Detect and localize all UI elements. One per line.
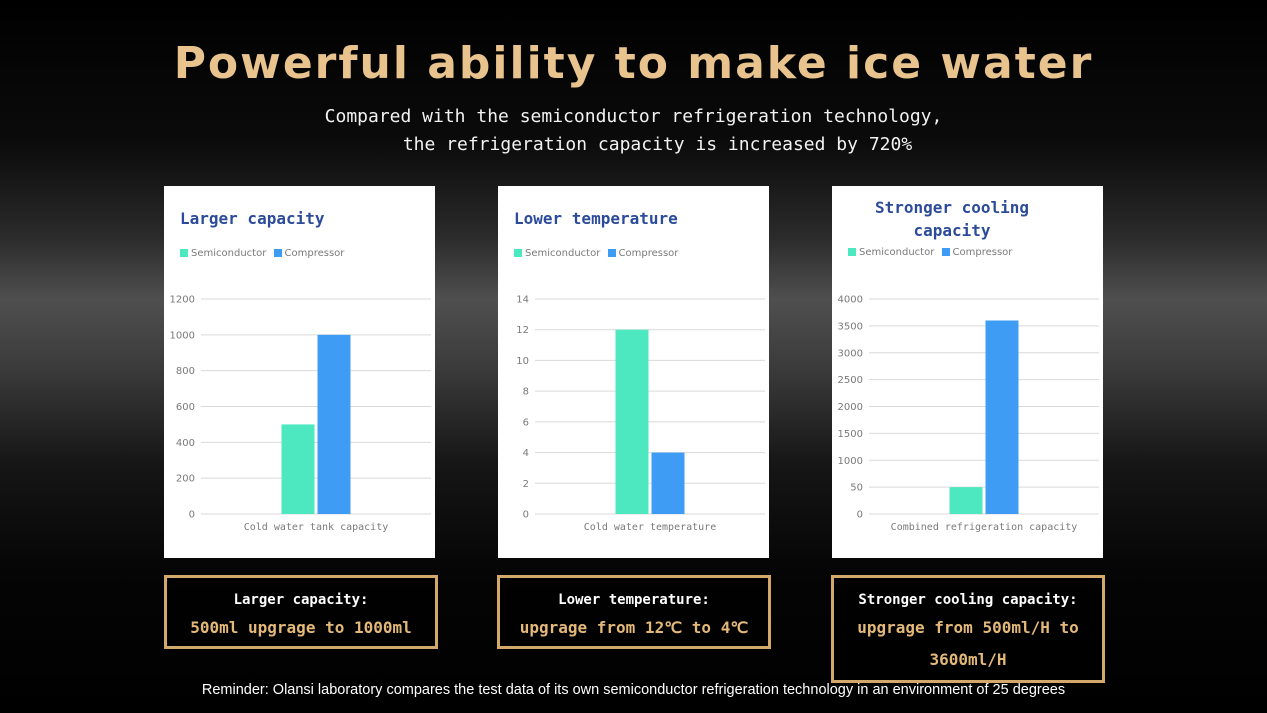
bar-compressor [651, 452, 685, 514]
chart-title: Larger capacity [180, 209, 325, 228]
legend-item-semiconductor: Semiconductor [514, 248, 600, 259]
chart-legend: Semiconductor Compressor [514, 248, 682, 259]
legend-swatch-semiconductor [514, 249, 522, 257]
y-tick-label: 4 [523, 448, 529, 459]
reminder-note: Reminder: Olansi laboratory compares the… [201, 682, 1066, 698]
legend-swatch-compressor [941, 248, 950, 256]
legend-label-semiconductor: Semiconductor [191, 248, 267, 259]
legend-swatch-compressor [607, 249, 616, 257]
chart-title: Stronger cooling capacity [874, 198, 1030, 240]
y-tick-label: 12 [516, 325, 529, 336]
y-tick-label: 200 [176, 474, 195, 485]
legend-item-compressor: Compressor [607, 248, 679, 259]
y-tick-label: 0 [189, 510, 195, 521]
y-tick-label: 8 [523, 387, 529, 398]
x-axis-label: Cold water tank capacity [244, 522, 389, 533]
chart-card-temperature: Lower temperature Semiconductor Compress… [498, 186, 769, 558]
summary-value: 500ml upgrage to 1000ml [190, 618, 412, 637]
chart-card-cooling: Stronger cooling capacity Semiconductor … [832, 186, 1103, 558]
bar-chart-cooling: 0 50 1000 1500 2000 2500 3000 3500 4000 Combined … [838, 295, 1099, 533]
page-title: Powerful ability to make ice water [173, 38, 1094, 89]
legend-item-compressor: Compressor [941, 247, 1013, 258]
y-tick-label: 3500 [838, 321, 863, 332]
y-tick-label: 10 [516, 356, 529, 367]
y-tick-label: 2000 [838, 402, 863, 413]
bar-compressor [985, 320, 1019, 514]
y-tick-label: 400 [176, 438, 195, 449]
subtitle-line-1: Compared with the semiconductor refriger… [324, 106, 943, 127]
legend-label-semiconductor: Semiconductor [525, 248, 601, 259]
bar-semiconductor [615, 329, 649, 514]
legend-item-semiconductor: Semiconductor [180, 248, 266, 259]
legend-item-semiconductor: Semiconductor [848, 247, 934, 258]
y-tick-label: 1000 [170, 330, 195, 341]
legend-label-compressor: Compressor [284, 248, 345, 259]
bar-chart-capacity: 0 200 400 600 800 1000 1200 Cold water tank cap… [170, 295, 431, 533]
y-tick-label: 50 [850, 483, 863, 494]
chart-legend: Semiconductor Compressor [180, 248, 348, 259]
chart-title: Lower temperature [514, 209, 678, 228]
y-tick-label: 600 [176, 402, 195, 413]
summary-box-temperature: Lower temperature: upgrage from 12℃ to 4… [497, 575, 771, 649]
summary-box-capacity: Larger capacity: 500ml upgrage to 1000ml [164, 575, 438, 649]
legend-swatch-compressor [273, 249, 282, 257]
legend-item-compressor: Compressor [273, 248, 345, 259]
x-axis-label: Combined refrigeration capacity [891, 522, 1078, 533]
summary-box-cooling: Stronger cooling capacity: upgrage from … [831, 575, 1105, 683]
summary-heading: Lower temperature: [558, 592, 710, 608]
legend-label-compressor: Compressor [952, 247, 1013, 258]
summary-heading: Larger capacity: [233, 592, 369, 608]
y-tick-label: 2500 [838, 375, 863, 386]
summary-value: upgrage from 12℃ to 4℃ [519, 618, 749, 637]
y-tick-label: 14 [516, 295, 529, 306]
chart-legend: Semiconductor Compressor [848, 247, 1016, 258]
summary-heading: Stronger cooling capacity: [858, 592, 1078, 608]
subtitle-line-2: the refrigeration capacity is increased … [402, 134, 913, 155]
y-tick-label: 3000 [838, 348, 863, 359]
y-tick-label: 800 [176, 366, 195, 377]
y-tick-label: 1000 [838, 456, 863, 467]
y-tick-label: 0 [857, 510, 863, 521]
bar-compressor [317, 334, 351, 514]
y-tick-label: 1200 [170, 295, 195, 306]
y-tick-label: 2 [523, 479, 529, 490]
bar-chart-temperature: 0 2 4 6 8 10 12 14 Cold water temperature [516, 295, 765, 533]
legend-label-compressor: Compressor [618, 248, 679, 259]
y-tick-label: 0 [523, 510, 529, 521]
legend-swatch-semiconductor [848, 248, 856, 256]
y-tick-label: 6 [523, 417, 529, 428]
bar-semiconductor [949, 487, 983, 514]
bar-semiconductor [281, 424, 315, 514]
summary-value: upgrage from 500ml/H to 3600ml/H [857, 618, 1079, 669]
x-axis-label: Cold water temperature [584, 522, 716, 533]
chart-card-capacity: Larger capacity Semiconductor Compressor… [164, 186, 435, 558]
legend-label-semiconductor: Semiconductor [859, 247, 935, 258]
y-tick-label: 4000 [838, 295, 863, 306]
y-tick-label: 1500 [838, 429, 863, 440]
legend-swatch-semiconductor [180, 249, 188, 257]
